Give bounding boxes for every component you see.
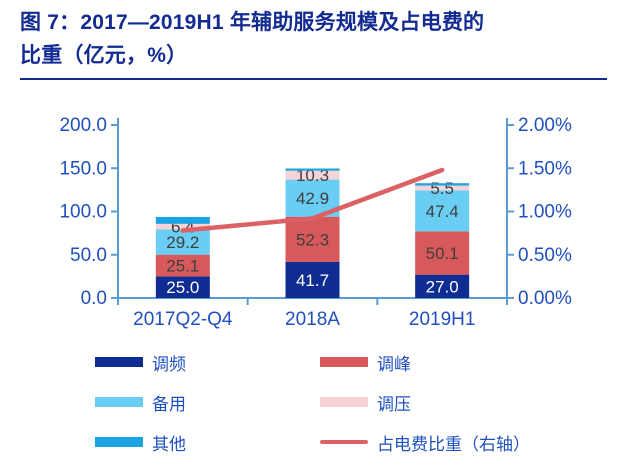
legend-label: 调压 (377, 394, 411, 414)
bar-segment-备用 (415, 190, 470, 232)
legend-item-other: 其他 (95, 432, 186, 454)
bar-data-label: 27.0 (426, 277, 459, 296)
bar-segment-调峰 (285, 216, 340, 262)
left-axis-tick-label: 100.0 (59, 202, 107, 223)
bar-data-label: 25.1 (166, 257, 199, 276)
title-underline (20, 78, 607, 80)
bar-data-label: 5.5 (430, 179, 454, 198)
left-axis-tick-label: 200.0 (59, 115, 107, 136)
legend-item-reserve: 备用 (95, 392, 186, 414)
legend-swatch-reserve (95, 397, 143, 407)
right-axis-tick-label: 1.00% (518, 202, 572, 223)
bar-segment-调峰 (155, 254, 210, 277)
figure-title-line2: 比重（亿元，%） (20, 44, 188, 67)
bar-data-label: 10.3 (296, 166, 329, 185)
bar-data-label: 52.3 (296, 230, 329, 249)
bar-data-label: 29.2 (166, 233, 199, 252)
legend-label: 占电费比重（右轴） (377, 434, 530, 454)
bar-data-label: 50.1 (426, 244, 459, 263)
x-category-label: 2017Q2-Q4 (133, 309, 233, 330)
legend-swatch-other (95, 437, 143, 447)
bar-segment-调压 (155, 223, 210, 230)
bar-segment-调频 (415, 274, 470, 298)
bar-data-label: 25.0 (166, 278, 199, 297)
legend-item-peak-regulation: 调峰 (320, 352, 411, 374)
legend-item-voltage-regulation: 调压 (320, 392, 411, 414)
legend-label: 调峰 (377, 354, 411, 374)
right-axis-tick-label: 1.50% (518, 158, 572, 179)
x-category-label: 2018A (285, 309, 340, 330)
bar-data-label: 47.4 (426, 202, 459, 221)
right-axis-tick-label: 0.00% (518, 288, 572, 309)
bar-segment-其他 (155, 216, 210, 224)
bar-segment-备用 (155, 229, 210, 255)
legend-label: 其他 (152, 434, 186, 454)
legend-swatch-peak-regulation (320, 357, 368, 367)
bar-data-label: 41.7 (296, 271, 329, 290)
bar-data-label: 42.9 (296, 189, 329, 208)
legend-item-ratio-line: 占电费比重（右轴） (320, 432, 530, 454)
bar-segment-调峰 (415, 231, 470, 275)
figure-title: 图 7：2017—2019H1 年辅助服务规模及占电费的 比重（亿元，%） (20, 6, 608, 72)
bar-segment-调频 (285, 261, 340, 298)
right-axis-tick-label: 2.00% (518, 115, 572, 136)
stacked-bar-line-combo-chart: 0.0 50.0 100.0 150.0 200.0 0.00% 0.50% 1.00% 1.5… (59, 115, 572, 330)
legend-item-frequency-regulation: 调频 (95, 352, 186, 374)
bar-segment-调频 (155, 276, 210, 298)
legend-swatch-voltage-regulation (320, 397, 368, 407)
left-axis-tick-label: 150.0 (59, 158, 107, 179)
bar-segment-其他 (415, 183, 470, 186)
legend-label: 调频 (152, 354, 186, 374)
figure-title-line1: 图 7：2017—2019H1 年辅助服务规模及占电费的 (20, 11, 485, 34)
x-category-label: 2019H1 (409, 309, 476, 330)
bar-segment-调压 (285, 170, 340, 180)
ratio-line (180, 167, 445, 233)
right-axis-tick-label: 0.50% (518, 245, 572, 266)
legend-swatch-ratio-line (320, 440, 368, 444)
bar-segment-调压 (415, 185, 470, 191)
legend-label: 备用 (152, 394, 186, 414)
bar-segment-其他 (285, 168, 340, 171)
left-axis-tick-label: 50.0 (70, 245, 107, 266)
legend-swatch-frequency-regulation (95, 357, 143, 367)
left-axis-tick-label: 0.0 (81, 288, 107, 309)
